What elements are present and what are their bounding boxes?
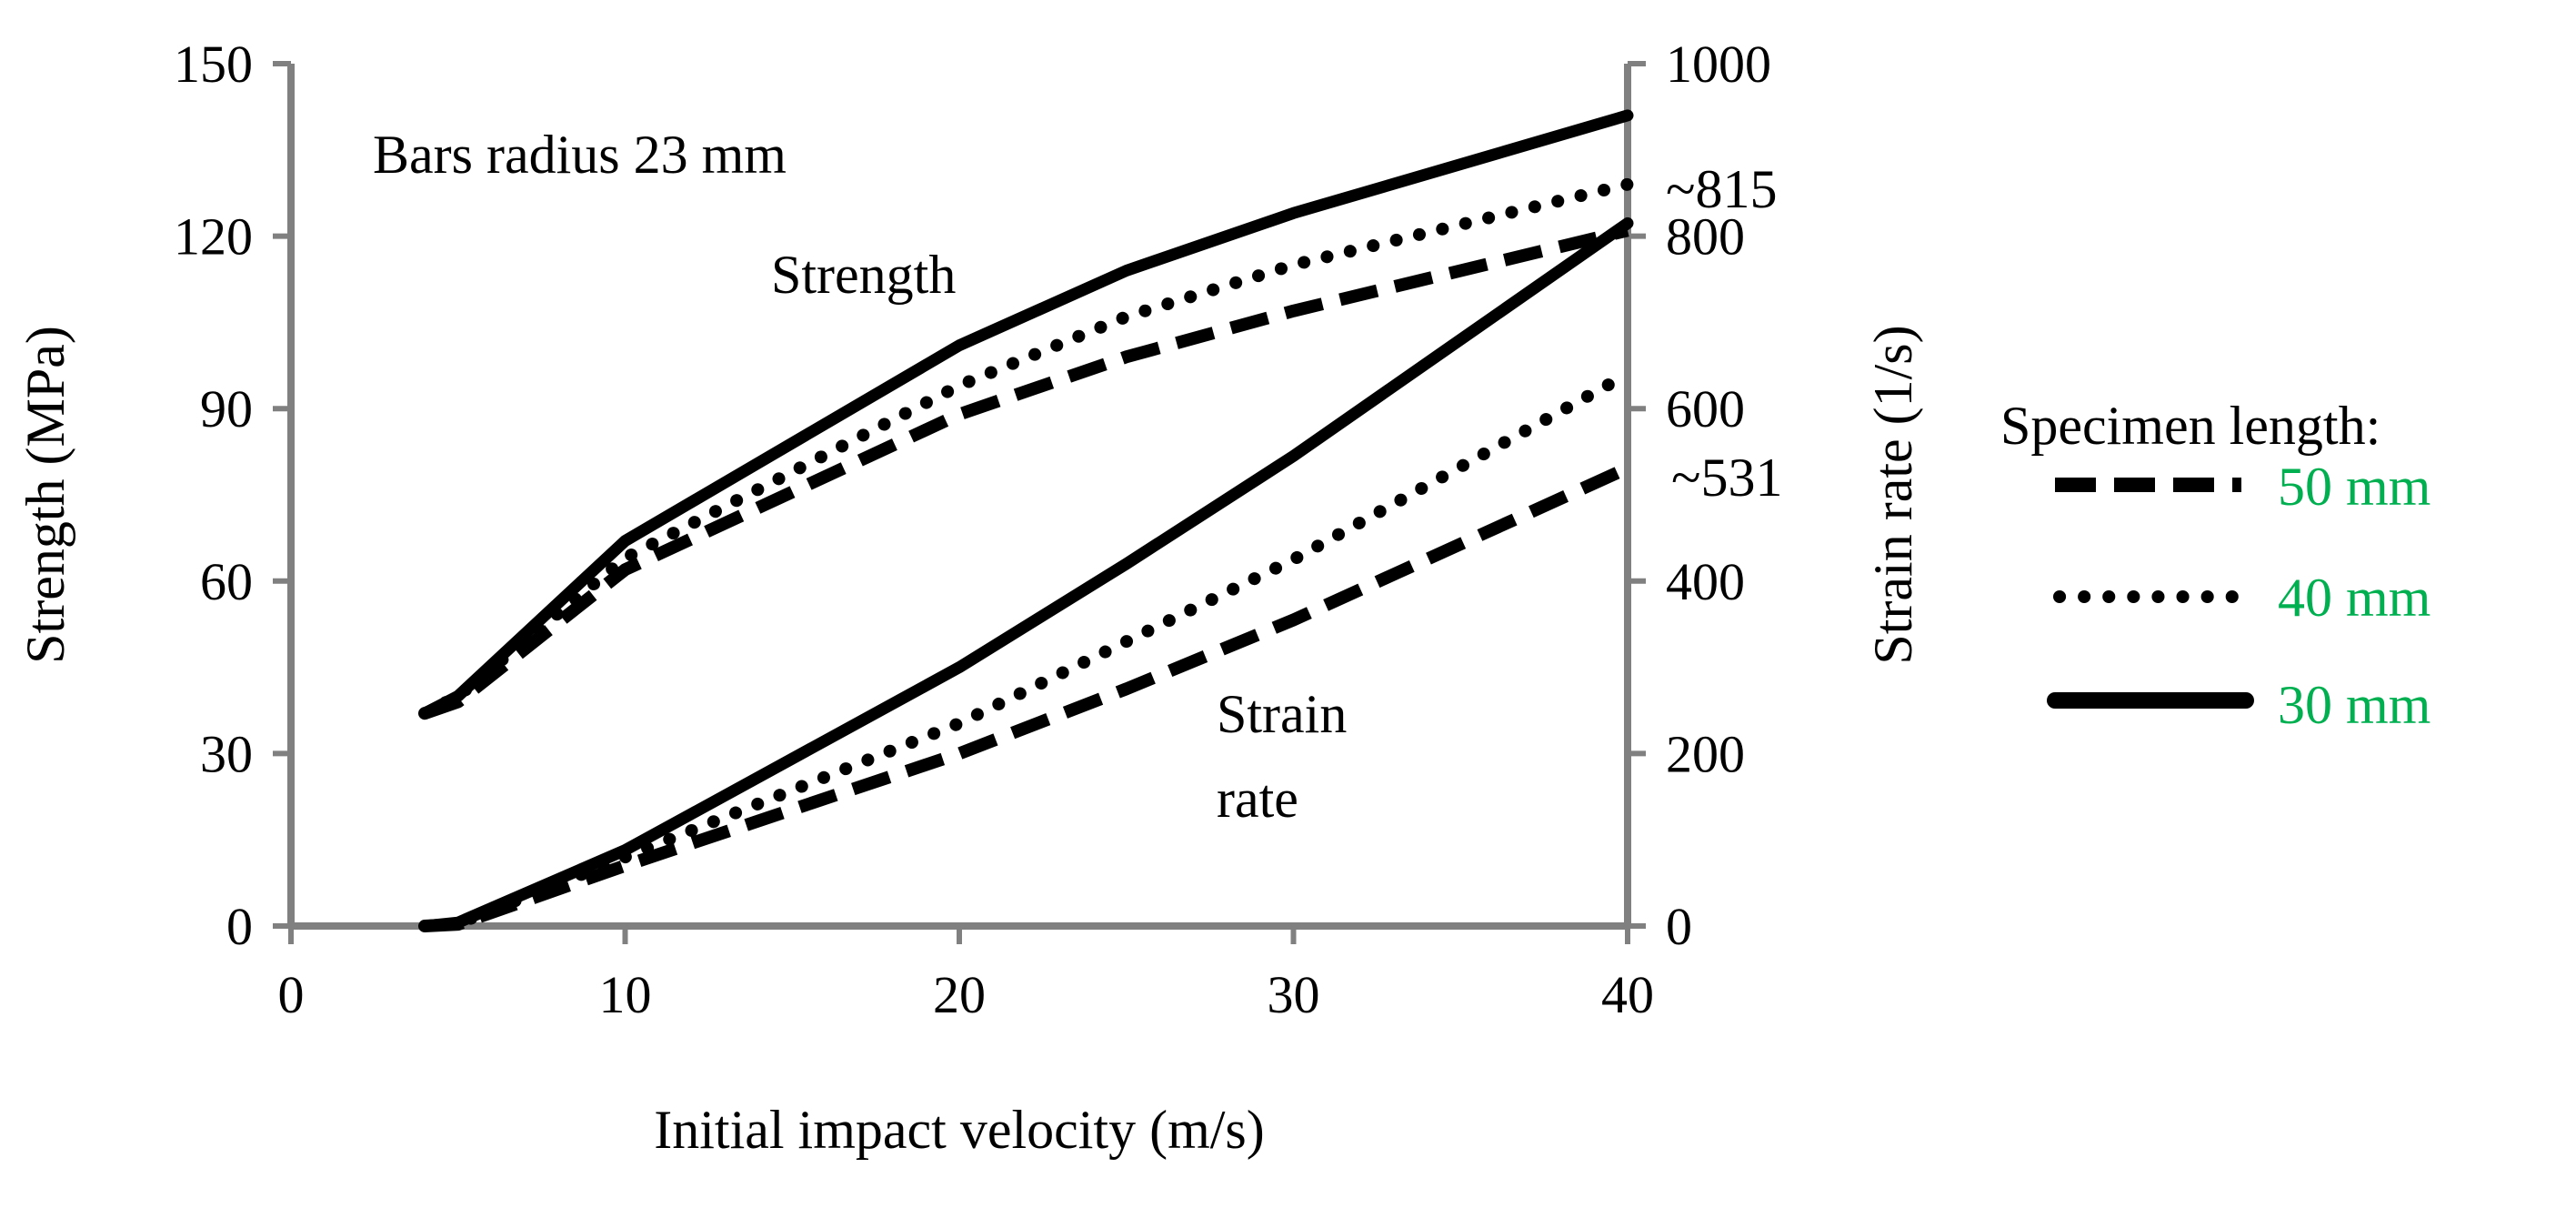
y-right-tick-label: 400 (1666, 552, 1745, 611)
y-left-tick-label: 150 (174, 35, 253, 94)
y-left-tick-label: 90 (200, 379, 253, 438)
legend-title: Specimen length: (2000, 396, 2381, 456)
y-left-tick-label: 30 (200, 724, 253, 783)
legend-label-50mm: 50 mm (2278, 457, 2431, 517)
y-left-tick-label: 120 (174, 207, 253, 267)
annotation-bars-radius: Bars radius 23 mm (373, 125, 787, 185)
y-right-tick-label: 1000 (1666, 35, 1771, 94)
y-right-tick-label: 0 (1666, 897, 1692, 956)
x-tick-label: 20 (933, 965, 986, 1024)
legend-label-30mm: 30 mm (2278, 675, 2431, 735)
y-axis-left-title: Strength (MPa) (15, 326, 75, 664)
annotation-815: ~815 (1666, 159, 1777, 219)
y-right-tick-label: 600 (1666, 379, 1745, 438)
x-tick-label: 0 (278, 965, 305, 1024)
x-axis-title: Initial impact velocity (m/s) (654, 1100, 1264, 1160)
legend: Specimen length: 50 mm 40 mm 30 mm (2000, 396, 2431, 735)
y-right-tick-label: 200 (1666, 724, 1745, 783)
annotation-strain: Strain (1217, 684, 1347, 744)
annotation-strength: Strength (771, 245, 956, 305)
y-right-tick-label: 800 (1666, 207, 1745, 267)
x-tick-label: 40 (1601, 965, 1654, 1024)
y-left-tick-label: 0 (226, 897, 253, 956)
series-strain-rate-40-mm (418, 367, 1634, 932)
series-strength-30-mm (418, 109, 1634, 720)
annotation-rate: rate (1217, 769, 1298, 829)
x-tick-label: 10 (599, 965, 652, 1024)
y-axis-right-title: Strain rate (1/s) (1863, 325, 1923, 664)
series-strain-rate-30-mm (418, 216, 1634, 932)
series-group (418, 109, 1634, 932)
legend-label-40mm: 40 mm (2278, 568, 2431, 628)
annotation-531: ~531 (1671, 448, 1782, 508)
x-tick-label: 30 (1268, 965, 1320, 1024)
y-left-tick-label: 60 (200, 552, 253, 611)
